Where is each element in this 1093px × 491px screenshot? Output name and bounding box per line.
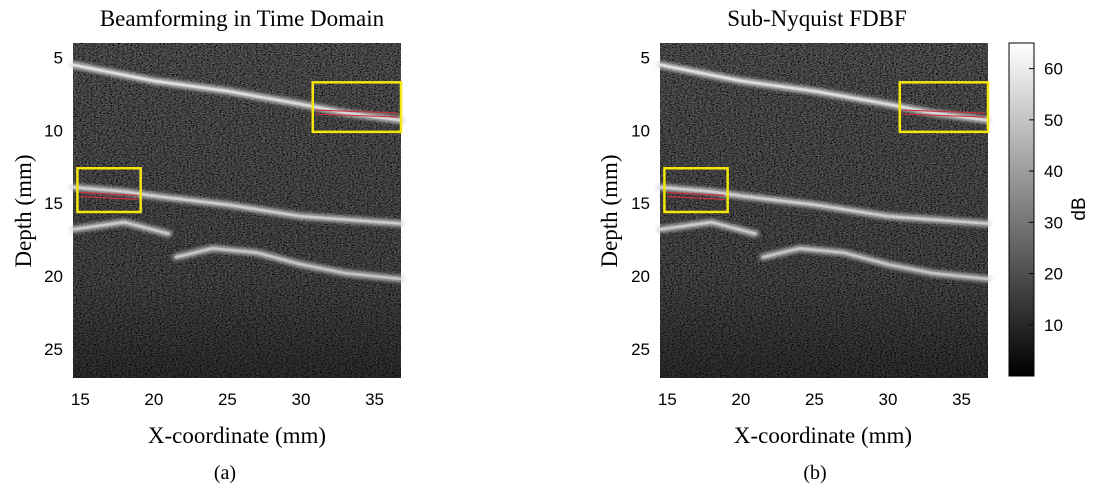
panel-a-ylabel: Depth (mm)	[11, 154, 36, 267]
x-tick-label: 35	[365, 390, 384, 409]
region-marker	[80, 191, 138, 197]
region-marker	[315, 113, 399, 118]
panel-a-depth-shade	[73, 43, 401, 378]
panel-a: Beamforming in Time Domain 15 20 25 30 35 5 10…	[11, 6, 405, 484]
panel-b-ylabel: Depth (mm)	[597, 154, 622, 267]
x-tick-label: 25	[218, 390, 237, 409]
x-tick-label: 15	[658, 390, 677, 409]
panel-a-image	[69, 43, 405, 378]
colorbar-ticks: 10 20 30 40 50 60	[1029, 60, 1063, 335]
panel-b-image	[656, 43, 992, 378]
region-marker	[902, 113, 986, 118]
x-tick-label: 35	[952, 390, 971, 409]
colorbar-gradient	[1008, 42, 1035, 377]
colorbar-tick-label: 30	[1044, 213, 1063, 232]
x-tick-label: 30	[879, 390, 898, 409]
y-tick-label: 20	[631, 267, 650, 286]
y-tick-label: 25	[44, 340, 63, 359]
panel-b-ticks: 15 20 25 30 35 5 10 15 20 25	[631, 49, 971, 409]
x-tick-label: 15	[71, 390, 90, 409]
y-tick-label: 20	[44, 267, 63, 286]
panel-a-caption: (a)	[214, 462, 236, 484]
x-tick-label: 20	[731, 390, 750, 409]
panel-b-caption: (b)	[803, 462, 826, 484]
colorbar: 10 20 30 40 50 60 dB	[1008, 42, 1090, 377]
region-marker	[80, 195, 138, 201]
x-tick-label: 20	[144, 390, 163, 409]
region-marker	[667, 191, 725, 197]
highlight-box	[663, 167, 729, 214]
panel-b-title: Sub-Nyquist FDBF	[727, 6, 907, 31]
panel-b-depth-shade	[660, 43, 988, 378]
y-tick-label: 10	[631, 121, 650, 140]
panel-a-ticks: 15 20 25 30 35 5 10 15 20 25	[44, 49, 384, 409]
region-marker	[902, 109, 986, 114]
panel-b-highlight-boxes	[663, 81, 990, 214]
region-marker	[315, 109, 399, 114]
colorbar-tick-label: 40	[1044, 162, 1063, 181]
panel-b-xlabel: X-coordinate (mm)	[734, 423, 912, 448]
y-tick-label: 15	[44, 194, 63, 213]
highlight-box	[76, 167, 142, 214]
highlight-box	[898, 81, 990, 134]
colorbar-label: dB	[1069, 197, 1090, 220]
y-tick-label: 5	[641, 49, 650, 68]
x-tick-label: 25	[805, 390, 824, 409]
y-tick-label: 25	[631, 340, 650, 359]
panel-a-xlabel: X-coordinate (mm)	[148, 423, 326, 448]
colorbar-tick-label: 50	[1044, 111, 1063, 130]
y-tick-label: 10	[44, 121, 63, 140]
y-tick-label: 15	[631, 194, 650, 213]
colorbar-tick-label: 20	[1044, 265, 1063, 284]
panel-a-title: Beamforming in Time Domain	[100, 6, 385, 31]
colorbar-tick-label: 10	[1044, 316, 1063, 335]
region-marker	[667, 195, 725, 201]
panel-b: Sub-Nyquist FDBF 15 20 25 30 35 5 10 15 20 25 X-c…	[597, 6, 992, 484]
y-tick-label: 5	[54, 49, 63, 68]
highlight-box	[311, 81, 403, 134]
x-tick-label: 30	[292, 390, 311, 409]
colorbar-tick-label: 60	[1044, 60, 1063, 79]
panel-a-highlight-boxes	[76, 81, 403, 214]
